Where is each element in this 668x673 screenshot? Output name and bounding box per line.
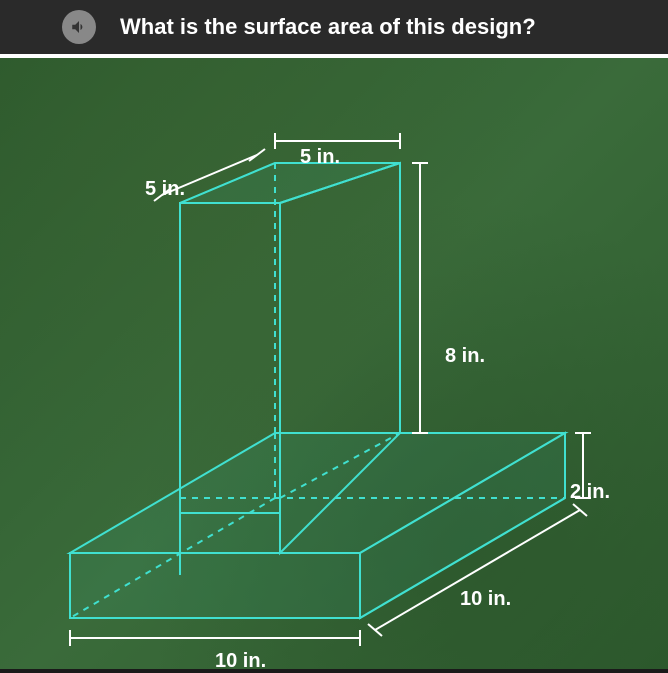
dimension-label: 10 in. [215,650,266,673]
dimension-label: 5 in. [145,178,185,201]
question-header: What is the surface area of this design? [0,0,668,54]
dimension-label: 2 in. [570,481,610,504]
dimension-label: 8 in. [445,345,485,368]
dimension-label: 10 in. [460,588,511,611]
diagram-canvas: 5 in.5 in.8 in.2 in.10 in.10 in. [0,54,668,669]
audio-icon[interactable] [62,10,96,44]
dimension-label: 5 in. [300,146,340,169]
question-text: What is the surface area of this design? [120,14,536,40]
